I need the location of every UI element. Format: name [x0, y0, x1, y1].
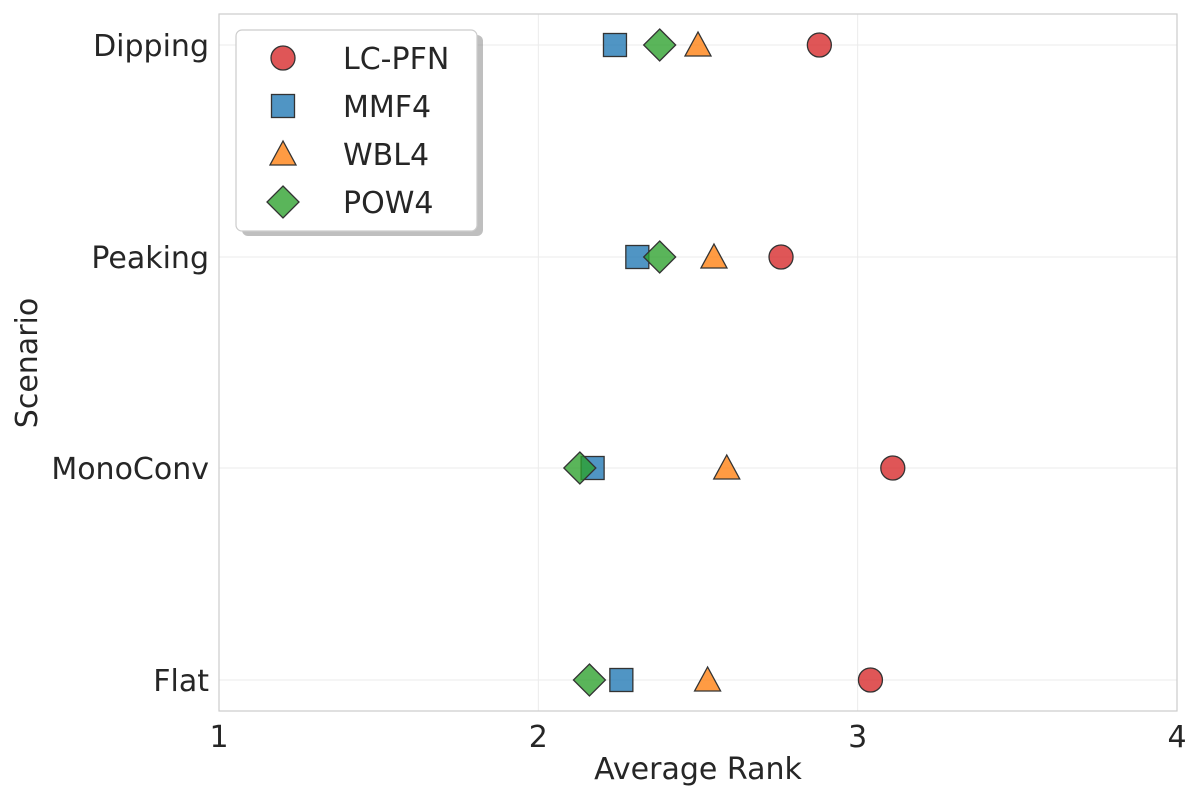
- series-mmf4: [580, 32, 650, 693]
- x-tick-label-3: 3: [848, 720, 867, 755]
- point-wbl4-flat: [693, 665, 722, 692]
- point-lc-pfn-dipping: [806, 32, 832, 58]
- legend-item-pow4: POW4: [266, 185, 433, 221]
- legend-label-lc-pfn: LC-PFN: [343, 42, 449, 77]
- legend-items: LC-PFN MMF4 WBL4 POW4: [266, 42, 449, 221]
- x-tick-label-1: 1: [209, 720, 228, 755]
- point-mmf4-dipping: [602, 32, 628, 58]
- legend-box: [235, 29, 478, 232]
- x-axis-ticks: 1 2 3 4: [209, 720, 1186, 755]
- legend-marker-mmf4: [270, 93, 296, 119]
- x-axis-label: Average Rank: [594, 752, 802, 787]
- plot-frame: [218, 13, 1178, 712]
- legend-item-mmf4: MMF4: [270, 90, 431, 125]
- y-axis-ticks: Dipping Peaking MonoConv Flat: [51, 29, 209, 699]
- point-lc-pfn-flat: [857, 667, 884, 693]
- y-tick-label-dipping: Dipping: [93, 29, 209, 64]
- point-pow4-peaking: [642, 240, 677, 274]
- legend-label-mmf4: MMF4: [343, 90, 431, 125]
- y-tick-label-monoconv: MonoConv: [51, 452, 209, 487]
- data-marks: [562, 28, 906, 697]
- x-tick-label-4: 4: [1167, 720, 1186, 755]
- point-wbl4-dipping: [683, 30, 713, 57]
- point-wbl4-monoconv: [712, 453, 741, 480]
- point-wbl4-peaking: [699, 242, 729, 269]
- legend-marker-lc-pfn: [270, 45, 296, 71]
- legend: LC-PFN MMF4 WBL4 POW4: [235, 29, 483, 236]
- point-pow4-monoconv: [562, 451, 597, 485]
- legend-label-pow4: POW4: [343, 186, 433, 221]
- point-lc-pfn-peaking: [768, 244, 794, 270]
- legend-item-wbl4: WBL4: [268, 138, 429, 173]
- legend-item-lc-pfn: LC-PFN: [270, 42, 449, 77]
- series-wbl4: [683, 30, 741, 692]
- y-tick-label-flat: Flat: [153, 664, 209, 699]
- legend-marker-wbl4: [268, 139, 298, 166]
- y-axis-label: Scenario: [10, 298, 45, 428]
- x-tick-label-2: 2: [529, 720, 548, 755]
- legend-marker-pow4: [266, 185, 300, 219]
- series-pow4: [562, 28, 677, 697]
- point-pow4-dipping: [642, 28, 677, 62]
- point-mmf4-flat: [609, 667, 634, 693]
- point-lc-pfn-monoconv: [880, 455, 906, 481]
- point-pow4-flat: [572, 663, 607, 697]
- y-tick-label-peaking: Peaking: [91, 241, 209, 276]
- series-lc-pfn: [768, 32, 906, 693]
- legend-label-wbl4: WBL4: [343, 138, 429, 173]
